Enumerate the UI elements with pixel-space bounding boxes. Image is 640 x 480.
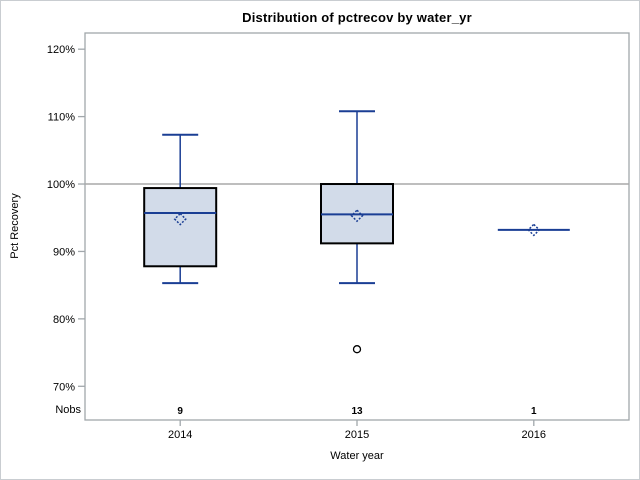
nobs-value: 9 <box>177 406 183 417</box>
x-tick-label: 2016 <box>522 429 546 441</box>
box-group-2014 <box>143 133 218 285</box>
y-tick-label: 80% <box>53 314 75 326</box>
y-tick-label: 120% <box>47 44 75 56</box>
y-tick-label: 90% <box>53 246 75 258</box>
x-tick-label: 2014 <box>168 429 192 441</box>
x-axis-title: Water year <box>330 450 384 462</box>
box-group-2016 <box>497 223 570 237</box>
box-group-2015 <box>320 110 394 354</box>
nobs-value: 1 <box>531 406 537 417</box>
mean-diamond <box>173 212 187 226</box>
nobs-row-label: Nobs <box>55 404 81 416</box>
mean-diamond <box>527 223 541 237</box>
nobs-value: 13 <box>351 406 363 417</box>
outlier-point <box>352 345 362 354</box>
chart-title: Distribution of pctrecov by water_yr <box>242 10 472 25</box>
y-tick-label: 100% <box>47 179 75 191</box>
y-tick-label: 110% <box>48 112 76 124</box>
x-tick-label: 2015 <box>345 429 369 441</box>
mean-diamond <box>350 209 364 223</box>
y-tick-label: 70% <box>53 381 75 393</box>
